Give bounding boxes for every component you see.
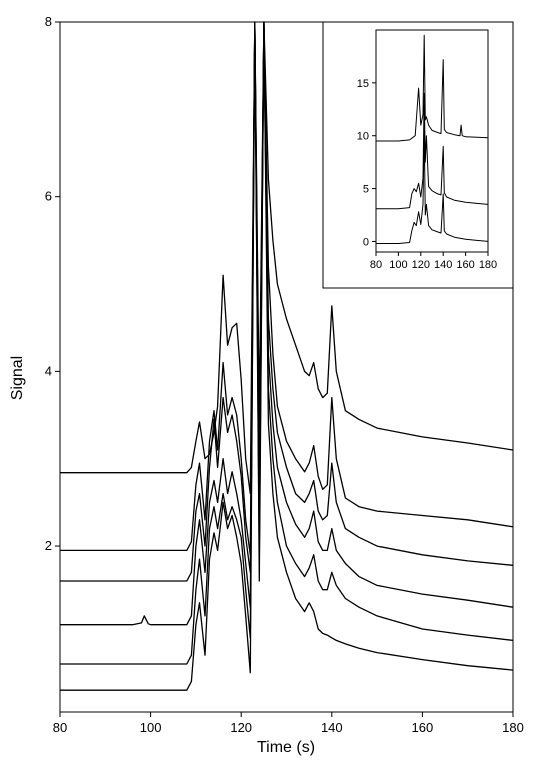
main-x-tick-label: 140 — [321, 720, 343, 735]
inset-y-tick-label: 15 — [357, 78, 369, 90]
inset-trace-1 — [376, 34, 489, 142]
main-x-tick-label: 160 — [412, 720, 434, 735]
inset-x-tick-label: 80 — [370, 259, 382, 271]
inset-y-ticks: 0 5 10 15 — [357, 78, 376, 248]
inset-background — [322, 21, 514, 289]
main-x-tick-label: 180 — [502, 720, 524, 735]
main-plot-frame — [59, 21, 514, 713]
inset-x-tick-label: 120 — [412, 259, 430, 271]
inset-x-tick-label: 160 — [456, 259, 474, 271]
inset-trace-3 — [376, 129, 489, 244]
inset-chart: 80 100 120 140 160 180 0 5 10 15 — [322, 21, 514, 289]
inset-x-tick-label: 100 — [389, 259, 407, 271]
main-x-tick-label: 120 — [230, 720, 252, 735]
inset-y-tick-label: 10 — [357, 131, 369, 143]
inset-y-tick-label: 0 — [363, 236, 369, 248]
main-x-tick-label: 80 — [53, 720, 67, 735]
inset-traces — [376, 34, 489, 244]
main-trace-6 — [60, 21, 514, 691]
main-x-ticks: 80 100 120 140 160 180 — [53, 712, 524, 735]
inset-y-tick-label: 5 — [363, 184, 369, 196]
main-y-tick-label: 2 — [45, 538, 52, 553]
inset-x-tick-label: 180 — [479, 259, 497, 271]
main-traces — [60, 21, 514, 691]
main-y-tick-label: 8 — [45, 14, 52, 29]
main-y-tick-label: 4 — [45, 363, 52, 378]
main-y-ticks: 2 4 6 8 — [45, 14, 60, 553]
inset-x-tick-label: 140 — [434, 259, 452, 271]
y-axis-label: Signal — [9, 356, 26, 400]
x-axis-label: Time (s) — [257, 739, 315, 756]
inset-x-ticks: 80 100 120 140 160 180 — [370, 252, 497, 271]
main-y-tick-label: 6 — [45, 189, 52, 204]
main-x-tick-label: 100 — [140, 720, 162, 735]
inset-trace-2 — [376, 92, 489, 210]
